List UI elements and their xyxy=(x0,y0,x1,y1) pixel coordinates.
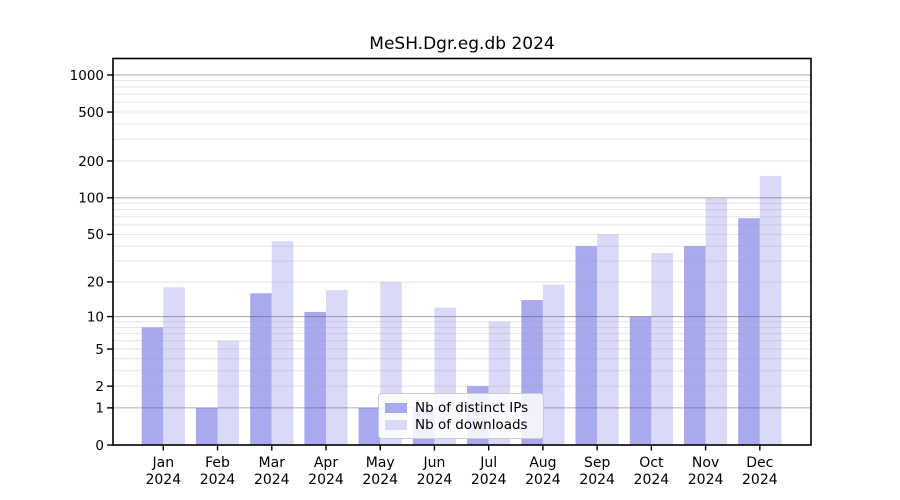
y-tick-label: 5 xyxy=(95,342,104,358)
y-tick-label: 20 xyxy=(87,275,104,291)
x-tick-label-month: Aug xyxy=(529,455,556,471)
x-tick-label-year: 2024 xyxy=(254,472,290,488)
x-tick-label-month: Mar xyxy=(259,455,286,471)
x-tick-label-month: Apr xyxy=(314,455,338,471)
x-tick-label-year: 2024 xyxy=(362,472,398,488)
bar-oct-downloads xyxy=(651,253,673,445)
x-tick-label-month: Nov xyxy=(692,455,719,471)
bar-dec-downloads xyxy=(759,175,782,445)
bar-aug-downloads xyxy=(542,284,565,445)
x-tick-label-year: 2024 xyxy=(688,472,724,488)
y-tick-label: 1 xyxy=(95,401,104,417)
plot-border xyxy=(112,57,812,446)
x-tick-label-year: 2024 xyxy=(308,472,344,488)
x-tick-label-year: 2024 xyxy=(417,472,453,488)
bar-feb-distinct-ips xyxy=(195,407,218,445)
legend-label-distinct-ips: Nb of distinct IPs xyxy=(415,399,529,416)
x-tick-label-year: 2024 xyxy=(471,472,507,488)
x-tick-label-month: Dec xyxy=(746,455,773,471)
bar-sep-downloads xyxy=(597,234,619,445)
bar-feb-downloads xyxy=(217,340,240,445)
x-tick-label-month: Jan xyxy=(152,455,175,471)
legend-item-distinct-ips: Nb of distinct IPs xyxy=(385,399,534,417)
legend-item-downloads: Nb of downloads xyxy=(385,417,534,435)
x-tick-label-year: 2024 xyxy=(634,472,670,488)
bar-mar-distinct-ips xyxy=(250,293,272,445)
x-tick-label-year: 2024 xyxy=(742,472,778,488)
x-tick-label-month: Jul xyxy=(479,455,497,471)
y-tick-label: 500 xyxy=(78,105,104,121)
y-tick-label: 2 xyxy=(95,379,104,395)
bar-nov-distinct-ips xyxy=(684,246,706,445)
x-tick-label-year: 2024 xyxy=(579,472,615,488)
x-tick-label-month: Jun xyxy=(423,455,446,471)
bar-mar-downloads xyxy=(271,241,294,445)
bar-apr-downloads xyxy=(325,290,348,445)
legend: Nb of distinct IPs Nb of downloads xyxy=(378,393,544,439)
legend-label-downloads: Nb of downloads xyxy=(415,417,528,434)
bar-sep-distinct-ips xyxy=(575,246,598,445)
y-tick-label: 50 xyxy=(87,227,104,243)
distinct-ips-swatch xyxy=(385,402,407,413)
bar-apr-distinct-ips xyxy=(304,311,326,445)
x-tick-label-month: Sep xyxy=(584,455,611,471)
x-tick-label-year: 2024 xyxy=(145,472,181,488)
y-tick-label: 1000 xyxy=(70,68,104,84)
bar-jan-distinct-ips xyxy=(141,327,164,445)
bar-oct-distinct-ips xyxy=(629,316,652,445)
downloads-swatch xyxy=(385,420,407,431)
x-tick-label-year: 2024 xyxy=(200,472,236,488)
y-tick-label: 200 xyxy=(78,154,104,170)
x-tick-label-month: May xyxy=(366,455,395,471)
y-tick-label: 100 xyxy=(78,191,104,207)
x-tick-label-year: 2024 xyxy=(525,472,561,488)
bar-may-distinct-ips xyxy=(358,407,381,445)
chart-title: MeSH.Dgr.eg.db 2024 xyxy=(369,34,555,54)
y-tick-label: 10 xyxy=(87,309,104,325)
bar-jan-downloads xyxy=(163,287,185,445)
bar-dec-distinct-ips xyxy=(738,218,760,445)
x-tick-label-month: Oct xyxy=(639,455,664,471)
y-tick-label: 0 xyxy=(95,438,104,454)
bar-nov-downloads xyxy=(705,198,728,445)
x-tick-label-month: Feb xyxy=(205,455,230,471)
